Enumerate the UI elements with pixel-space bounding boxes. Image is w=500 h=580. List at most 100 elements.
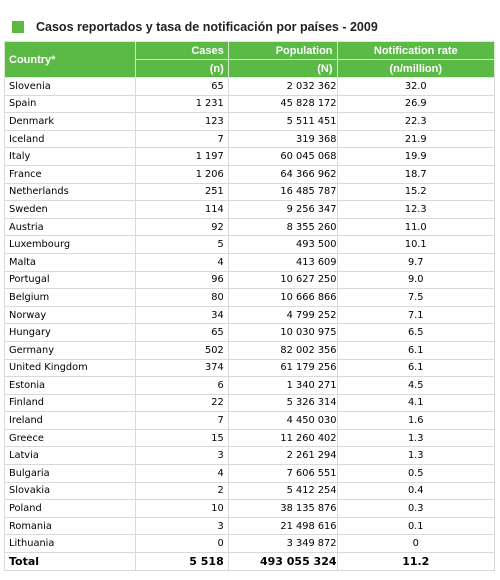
cell-rate: 0.3 [336,499,496,518]
cell-population: 493 500 [227,235,338,254]
cell-rate: 21.9 [336,129,496,149]
cell-cases: 3 [134,446,229,466]
cell-rate: 12.3 [336,200,496,219]
cell-population: 493 055 324 [227,552,338,571]
cell-rate: 10.1 [336,235,496,254]
title-text: Casos reportados y tasa de notificación … [36,20,378,34]
table-row: Latvia 3 2 261 294 1.3 [4,446,496,466]
cell-cases: 502 [134,340,229,360]
cell-country: Norway [4,305,136,325]
cell-cases: 1 197 [134,147,229,166]
cell-country: Malta [4,252,136,272]
cell-population: 10 666 866 [227,288,338,307]
cell-country: Italy [4,147,136,166]
cell-country: Netherlands [4,182,136,202]
table-row: France 1 206 64 366 962 18.7 [4,164,496,184]
cell-population: 3 349 872 [227,534,338,554]
table-row: Greece 15 11 260 402 1.3 [4,428,496,448]
table-row: Slovakia 2 5 412 254 0.4 [4,481,496,501]
cell-population: 21 498 616 [227,516,338,536]
table-row: United Kingdom 374 61 179 256 6.1 [4,358,496,378]
cell-rate: 22.3 [336,112,496,131]
cell-population: 45 828 172 [227,94,338,114]
table-row: Denmark 123 5 511 451 22.3 [4,112,496,131]
cell-population: 38 135 876 [227,499,338,518]
cell-cases: 80 [134,288,229,307]
cell-rate: 15.2 [336,182,496,202]
cell-country: Denmark [4,112,136,131]
table-row: Hungary 65 10 030 975 6.5 [4,323,496,342]
cell-rate: 9.7 [336,252,496,272]
cell-population: 60 045 068 [227,147,338,166]
cell-country: Lithuania [4,534,136,554]
cell-country: France [4,164,136,184]
cell-rate: 19.9 [336,147,496,166]
cell-population: 61 179 256 [227,358,338,378]
cell-cases: 5 [134,235,229,254]
header-cases-unit: (n) [134,59,229,78]
cell-population: 413 609 [227,252,338,272]
cell-cases: 4 [134,464,229,483]
cell-country: Portugal [4,270,136,290]
cell-country: Sweden [4,200,136,219]
table-row: Portugal 96 10 627 250 9.0 [4,270,496,290]
cell-rate: 0.4 [336,481,496,501]
cell-country: Slovenia [4,77,136,96]
cell-rate: 1.6 [336,411,496,430]
cell-rate: 32.0 [336,77,496,96]
table-row: Bulgaria 4 7 606 551 0.5 [4,464,496,483]
cell-cases: 251 [134,182,229,202]
cell-cases: 6 [134,376,229,395]
cell-rate: 26.9 [336,94,496,114]
cell-country: Belgium [4,288,136,307]
cell-cases: 114 [134,200,229,219]
table-row: Sweden 114 9 256 347 12.3 [4,200,496,219]
cell-country: Hungary [4,323,136,342]
cell-country: Luxembourg [4,235,136,254]
table-row: Slovenia 65 2 032 362 32.0 [4,77,496,96]
cell-rate: 1.3 [336,446,496,466]
cell-country: Austria [4,217,136,237]
cell-country: Poland [4,499,136,518]
cell-population: 5 412 254 [227,481,338,501]
cell-country: Bulgaria [4,464,136,483]
cell-population: 2 032 362 [227,77,338,96]
cell-rate: 1.3 [336,428,496,448]
cell-cases: 34 [134,305,229,325]
cell-rate: 6.1 [336,340,496,360]
cell-rate: 18.7 [336,164,496,184]
table-row: Romania 3 21 498 616 0.1 [4,516,496,536]
cell-rate: 4.1 [336,393,496,413]
table-row: Belgium 80 10 666 866 7.5 [4,288,496,307]
cell-cases: 5 518 [134,552,229,571]
table-row: Poland 10 38 135 876 0.3 [4,499,496,518]
table-header: Country* Cases Population Notification r… [4,41,496,78]
cell-country: Ireland [4,411,136,430]
table-row: Lithuania 0 3 349 872 0 [4,534,496,554]
table-row: Estonia 6 1 340 271 4.5 [4,376,496,395]
table-row: Spain 1 231 45 828 172 26.9 [4,94,496,114]
cell-population: 319 368 [227,129,338,149]
cell-population: 4 450 030 [227,411,338,430]
cell-population: 4 799 252 [227,305,338,325]
cell-country: Greece [4,428,136,448]
cell-cases: 3 [134,516,229,536]
cell-cases: 123 [134,112,229,131]
cell-population: 82 002 356 [227,340,338,360]
cell-population: 10 627 250 [227,270,338,290]
cell-country: Romania [4,516,136,536]
header-rate-unit: (n/million) [336,59,496,78]
table-row: Italy 1 197 60 045 068 19.9 [4,147,496,166]
cell-population: 16 485 787 [227,182,338,202]
table-row: Finland 22 5 326 314 4.1 [4,393,496,413]
legend-square-icon [12,21,24,33]
cell-country: Finland [4,393,136,413]
cell-rate: 0.1 [336,516,496,536]
cell-rate: 11.2 [336,552,496,571]
table-body: Slovenia 65 2 032 362 32.0 Spain 1 231 45 828 … [4,77,496,571]
cell-cases: 4 [134,252,229,272]
table-row: Austria 92 8 355 260 11.0 [4,217,496,237]
cell-country: Total [4,552,136,571]
cell-cases: 65 [134,323,229,342]
header-country: Country* [4,41,136,78]
